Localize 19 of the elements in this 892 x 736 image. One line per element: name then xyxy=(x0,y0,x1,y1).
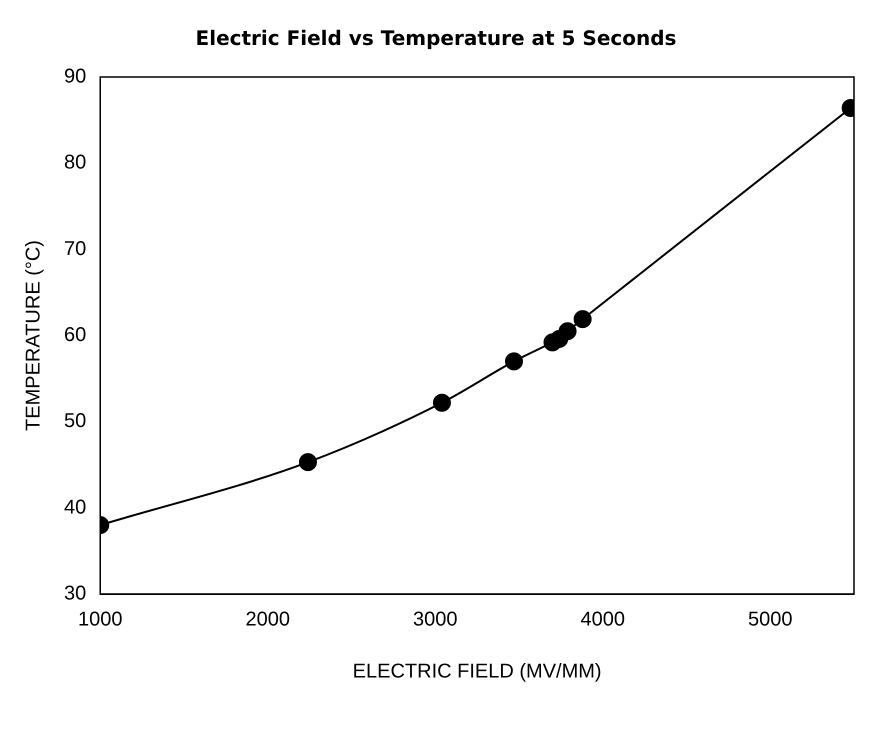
x-tick-label: 4000 xyxy=(580,608,625,631)
y-tick-label: 90 xyxy=(64,66,86,88)
x-tick-label: 2000 xyxy=(245,608,290,631)
y-tick-label: 70 xyxy=(64,238,86,260)
y-tick-label: 40 xyxy=(64,496,86,518)
point xyxy=(504,352,523,370)
point xyxy=(574,310,592,328)
x-tick-label: 5000 xyxy=(748,608,792,631)
x-tick-label: 3000 xyxy=(413,608,458,631)
point xyxy=(432,394,451,412)
y-tick-label: 30 xyxy=(64,582,86,605)
y-tick-label: 60 xyxy=(64,324,86,346)
y-tick-label: 80 xyxy=(64,152,86,174)
chart-title: Electric Field vs Temperature at 5 Seconds xyxy=(196,26,676,50)
point xyxy=(558,322,577,340)
y-axis-title: TEMPERATURE (°C) xyxy=(22,240,45,431)
x-axis-title: ELECTRIC FIELD (MV/MM) xyxy=(352,660,602,683)
x-tick-label: 1000 xyxy=(78,608,122,631)
y-tick-label: 50 xyxy=(64,410,86,432)
